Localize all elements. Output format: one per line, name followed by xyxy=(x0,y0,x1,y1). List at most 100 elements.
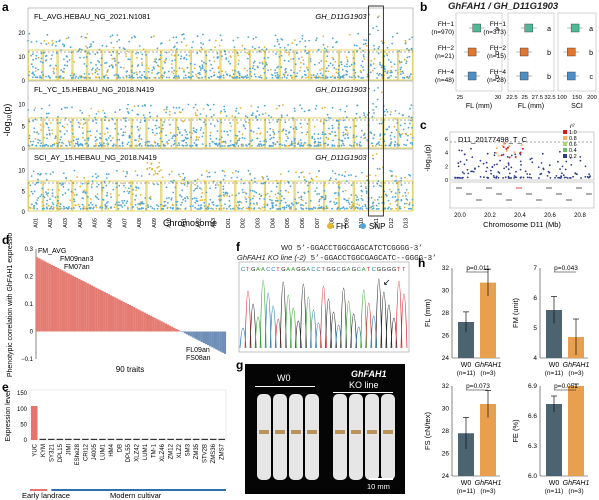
a-snp-point xyxy=(360,185,363,188)
a-snp-point xyxy=(285,77,288,79)
a-snp-point xyxy=(409,174,412,177)
a-snp-point xyxy=(297,201,300,204)
a-snp-point xyxy=(156,204,158,206)
f-peak xyxy=(350,313,358,349)
a-snp-point xyxy=(372,157,375,160)
d-bar xyxy=(135,308,138,332)
a-snp-point xyxy=(372,102,374,105)
a-snp-point xyxy=(51,189,54,191)
b-box xyxy=(519,71,529,81)
a-chr-label: D02 xyxy=(241,218,247,228)
a-snp-point xyxy=(204,199,206,201)
a-snp-point xyxy=(328,179,331,182)
a-snp-point xyxy=(395,69,397,72)
a-snp-point xyxy=(45,75,47,78)
a-snp-point xyxy=(310,144,312,147)
a-snp-point xyxy=(94,136,97,139)
a-snp-point xyxy=(315,75,318,77)
a-snp-point xyxy=(272,145,274,147)
a-snp-point xyxy=(274,199,277,202)
a-snp-point xyxy=(309,58,312,60)
a-snp-point xyxy=(106,127,108,130)
a-snp-point xyxy=(157,205,160,208)
d-bar xyxy=(209,331,212,347)
a-snp-point xyxy=(129,58,131,61)
a-chr-box xyxy=(28,180,43,212)
a-snp-point xyxy=(345,105,348,107)
c-point xyxy=(502,153,505,156)
a-snp-point xyxy=(89,198,92,200)
a-snp-point xyxy=(66,130,68,132)
a-snp-point xyxy=(254,75,257,78)
a-snp-point xyxy=(182,77,185,79)
a-snp-point xyxy=(198,71,201,74)
e-bar xyxy=(209,438,217,440)
a-snp-point xyxy=(79,122,81,125)
a-snp-point xyxy=(230,125,233,128)
a-snp-point xyxy=(380,122,383,125)
a-snp-point xyxy=(313,141,316,144)
a-snp-point xyxy=(168,70,170,73)
a-snp-point xyxy=(40,57,43,60)
f-base: C xyxy=(241,267,245,273)
d-bar xyxy=(192,331,195,338)
f-base: C xyxy=(372,267,376,273)
a-snp-point xyxy=(326,207,329,210)
a-snp-point xyxy=(63,58,65,61)
a-snp-point xyxy=(44,55,47,57)
a-snp-point xyxy=(172,143,175,146)
f-base: A xyxy=(286,267,290,273)
a-snp-point xyxy=(276,40,279,43)
a-snp-point xyxy=(331,56,334,59)
a-snp-point xyxy=(35,201,37,204)
a-snp-point xyxy=(41,61,44,64)
a-snp-point xyxy=(73,145,76,147)
a-chr-box xyxy=(383,49,399,81)
a-snp-point xyxy=(342,131,345,134)
a-snp-point xyxy=(154,60,157,63)
a-snp-point xyxy=(160,75,162,78)
a-snp-point xyxy=(87,52,89,54)
a-snp-point xyxy=(75,193,78,196)
a-snp-point xyxy=(355,135,358,138)
a-snp-point xyxy=(145,208,147,210)
a-snp-point xyxy=(162,67,164,70)
a-snp-point xyxy=(386,111,389,113)
a-snp-point xyxy=(216,52,219,55)
a-snp-point xyxy=(377,142,379,145)
a-snp-point xyxy=(327,138,330,141)
a-snp-point xyxy=(290,74,292,77)
a-snp-point xyxy=(256,202,258,204)
a-snp-point xyxy=(218,195,220,198)
a-snp-point xyxy=(331,37,334,40)
a-snp-point xyxy=(279,207,281,210)
c-point xyxy=(492,175,495,177)
a-snp-point xyxy=(202,132,205,134)
c-lead-point xyxy=(521,147,524,150)
a-snp-point xyxy=(387,199,390,202)
a-d11-highlight xyxy=(368,5,384,217)
a-snp-point xyxy=(203,180,206,183)
a-snp-point xyxy=(47,192,49,195)
a-snp-point xyxy=(395,129,398,131)
a-snp-point xyxy=(214,171,217,174)
a-snp-point xyxy=(296,52,298,55)
a-snp-point xyxy=(174,186,177,189)
a-snp-point xyxy=(363,58,366,60)
c-point xyxy=(576,173,578,176)
a-snp-point xyxy=(408,49,410,51)
a-snp-point xyxy=(220,195,222,197)
a-snp-point xyxy=(269,207,272,210)
a-snp-point xyxy=(362,134,365,137)
a-snp-point xyxy=(315,187,318,190)
a-snp-point xyxy=(213,142,216,145)
a-snp-point xyxy=(196,178,199,181)
a-snp-point xyxy=(45,43,48,45)
a-snp-point xyxy=(77,77,80,79)
a-snp-point xyxy=(114,111,117,113)
a-snp-point xyxy=(390,141,393,144)
a-snp-point xyxy=(280,180,282,182)
a-snp-point xyxy=(98,145,101,147)
a-snp-point xyxy=(118,138,121,141)
a-snp-point xyxy=(84,191,87,194)
